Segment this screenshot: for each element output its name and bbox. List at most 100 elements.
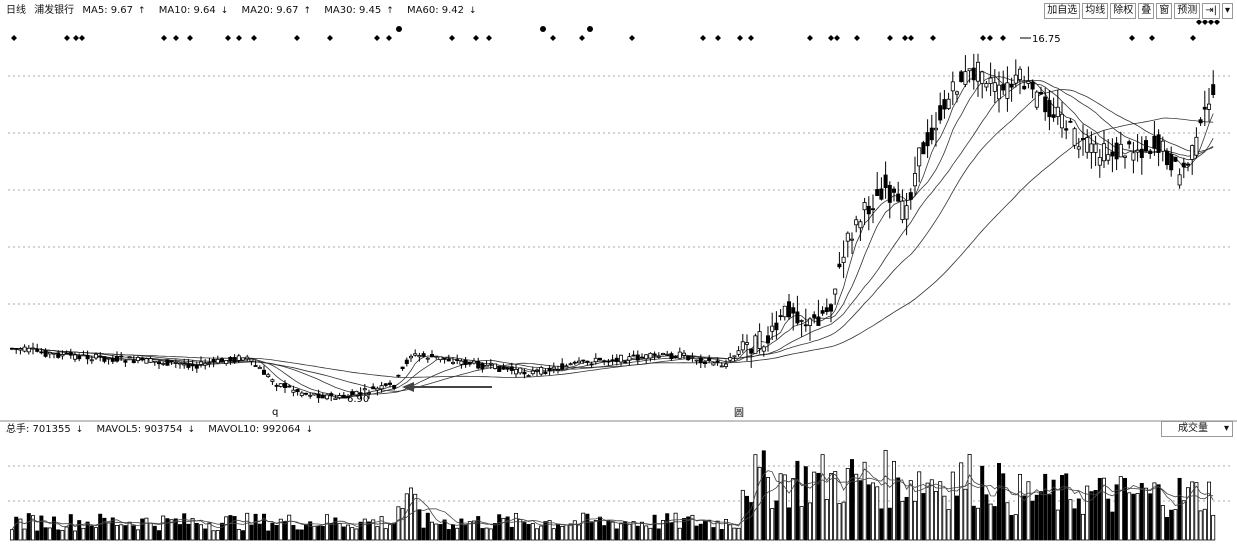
signal-diamond	[550, 35, 556, 41]
volume-bar	[522, 522, 527, 541]
overlay-button[interactable]: 叠	[1138, 3, 1155, 19]
volume-bar	[387, 524, 392, 541]
candle	[1144, 135, 1149, 153]
volume-bar	[1009, 515, 1014, 541]
toolbar-dropdown-icon[interactable]: ▾	[1221, 3, 1233, 19]
volume-bar	[686, 516, 691, 541]
candle	[598, 357, 603, 361]
candle	[841, 240, 846, 279]
candle	[56, 350, 61, 359]
volume-bar	[22, 528, 27, 541]
candle	[829, 303, 834, 323]
candle	[547, 365, 552, 376]
candle	[606, 358, 611, 366]
volume-bar	[509, 526, 514, 541]
candle	[182, 358, 187, 369]
jump-end-button[interactable]: ⇥|	[1202, 3, 1220, 19]
candlestick-chart[interactable]: 16.75 6.90 q 圆	[0, 20, 1237, 422]
candle	[123, 359, 128, 367]
candle	[497, 366, 502, 372]
volume-bar	[471, 520, 476, 541]
signal-diamond	[1214, 20, 1220, 25]
candle	[26, 345, 31, 355]
volume-bar	[556, 523, 561, 541]
volume-bar	[976, 507, 981, 541]
candle	[518, 367, 523, 375]
candle	[896, 181, 901, 202]
chart-toolbar: 加自选 均线 除权 叠 窗 预测 ⇥| ▾	[1044, 3, 1233, 19]
volume-bar	[879, 508, 884, 541]
candle	[648, 352, 653, 362]
candle	[501, 363, 506, 370]
ma-settings-button[interactable]: 均线	[1082, 3, 1109, 19]
candle	[845, 231, 850, 258]
indicator-select[interactable]: 成交量 ▾	[1161, 421, 1233, 437]
volume-bar	[938, 481, 943, 541]
candle	[560, 358, 565, 370]
volume-bar	[1085, 485, 1090, 541]
signal-diamond	[73, 35, 79, 41]
volume-bar	[9, 529, 14, 541]
volume-bar	[1148, 493, 1153, 541]
candle	[400, 366, 405, 371]
candle	[140, 356, 145, 362]
candle	[761, 345, 766, 357]
candle	[165, 359, 170, 366]
candle	[543, 368, 548, 375]
volume-bar	[484, 527, 489, 541]
candle	[698, 354, 703, 369]
candle	[917, 147, 922, 183]
candle	[1127, 139, 1132, 149]
volume-bar	[782, 474, 787, 541]
volume-bar	[131, 525, 136, 541]
signal-dot	[396, 26, 402, 32]
candle	[354, 390, 359, 397]
candle	[417, 352, 422, 362]
candle	[656, 352, 661, 359]
candle	[787, 293, 792, 320]
candle	[724, 359, 729, 369]
forecast-button[interactable]: 预测	[1174, 3, 1201, 19]
volume-bar	[539, 525, 544, 541]
candle	[992, 69, 997, 103]
candle	[131, 355, 136, 364]
candle	[707, 354, 712, 363]
candle	[614, 354, 619, 366]
window-button[interactable]: 窗	[1156, 3, 1173, 19]
candle	[732, 355, 737, 362]
signal-diamond	[473, 35, 479, 41]
volume-bar	[450, 524, 455, 541]
candle	[677, 347, 682, 359]
volume-bar	[207, 522, 212, 541]
volume-bar	[467, 521, 472, 541]
volume-bar	[110, 517, 115, 541]
volume-bar	[682, 518, 687, 541]
candle	[887, 181, 892, 219]
volume-bar	[366, 521, 371, 541]
candle	[245, 354, 250, 362]
candle	[266, 372, 271, 378]
volume-bar	[89, 525, 94, 541]
candle	[219, 357, 224, 362]
candle	[425, 357, 430, 363]
candle	[1081, 124, 1086, 156]
candle	[383, 383, 388, 388]
volume-bar	[770, 508, 775, 541]
ex-rights-button[interactable]: 除权	[1110, 3, 1137, 19]
volume-bar	[1202, 508, 1207, 541]
candle	[875, 172, 880, 197]
signal-diamond	[854, 35, 860, 41]
candle	[1198, 117, 1203, 127]
candle	[1064, 120, 1069, 140]
volume-bar	[707, 519, 712, 541]
candle	[850, 232, 855, 255]
volume-bar	[173, 518, 178, 541]
candle	[190, 360, 195, 372]
candle	[115, 351, 120, 363]
volume-bar	[119, 524, 124, 541]
volume-bar	[1001, 473, 1006, 541]
mavol10-line	[11, 475, 1214, 530]
add-watchlist-button[interactable]: 加自选	[1044, 3, 1081, 19]
candle	[198, 356, 203, 368]
candle	[228, 356, 233, 365]
